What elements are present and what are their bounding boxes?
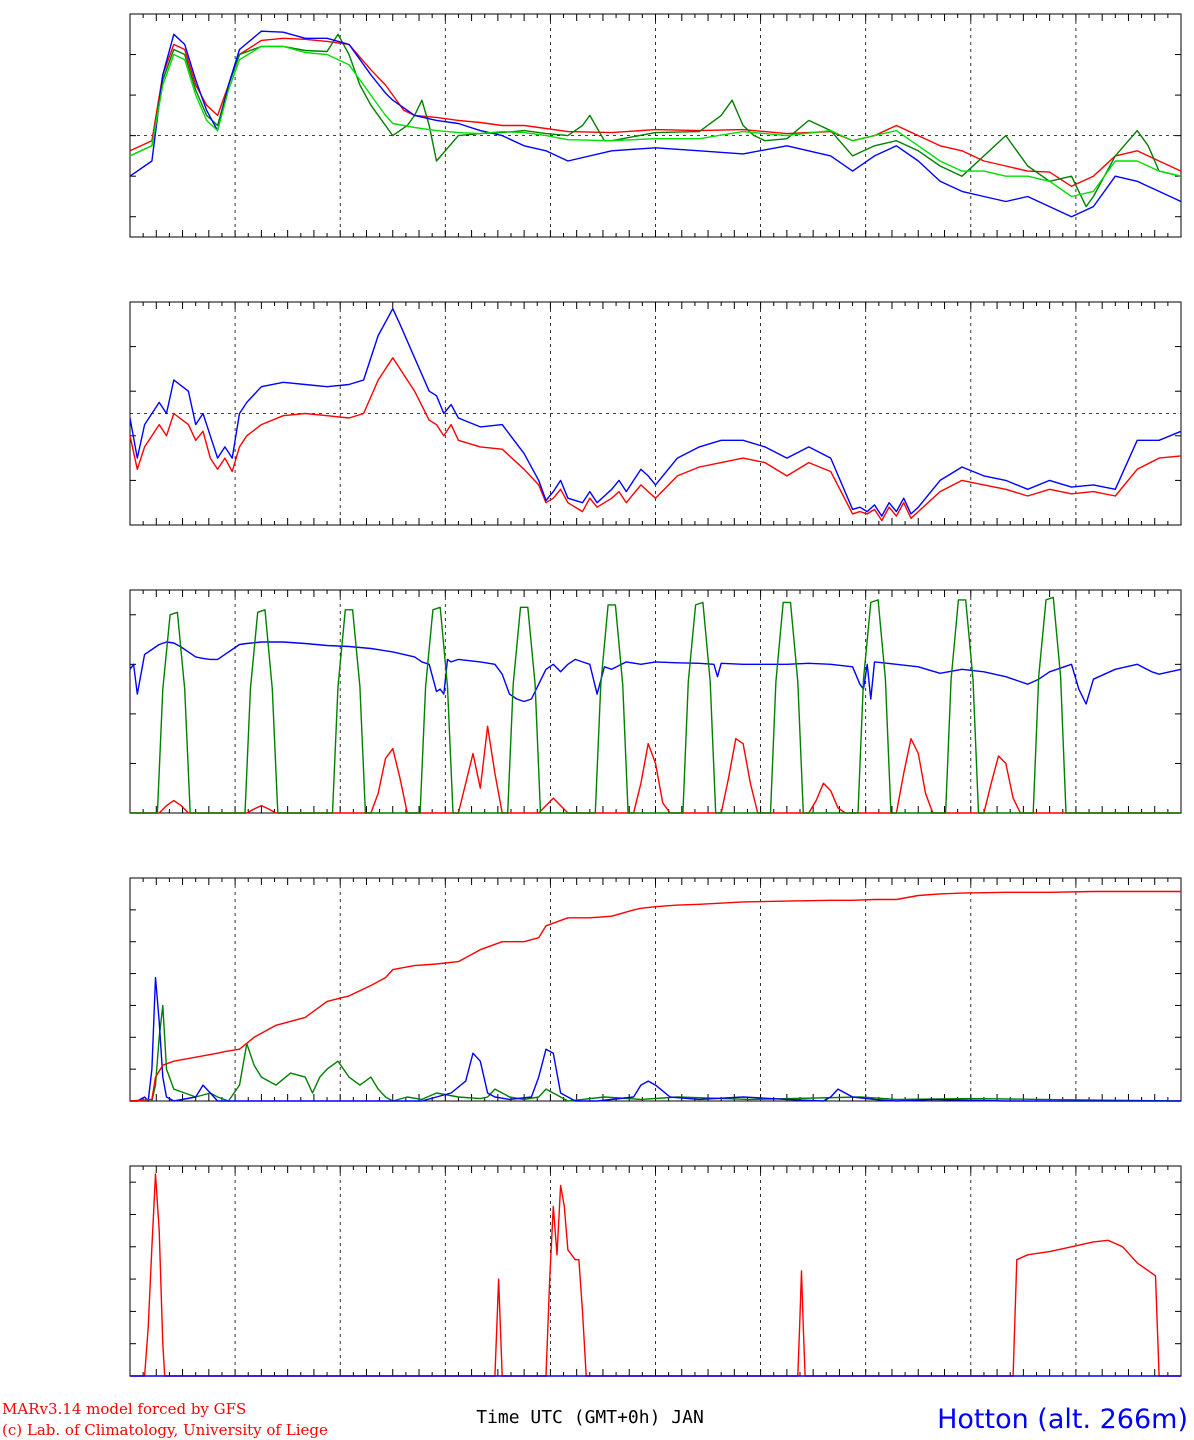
series-line-3	[129, 45, 1182, 198]
panel-energy	[129, 589, 1182, 814]
panel-temp	[129, 13, 1182, 238]
panel-snow	[129, 1165, 1182, 1377]
series-line-0	[129, 357, 1182, 522]
series-line-2	[129, 890, 1181, 1102]
series-line-2	[130, 596, 1181, 814]
x-axis-title: Time UTC (GMT+0h) JAN	[476, 1407, 704, 1428]
series-line-2	[129, 30, 1182, 218]
series-line-1	[130, 976, 1181, 1102]
series-line-1	[129, 308, 1182, 517]
footer-model-credit: MARv3.14 model forced by GFS	[2, 1400, 246, 1418]
station-name: Hotton (alt. 266m)	[937, 1404, 1188, 1435]
meteogram-panels	[129, 13, 1182, 1377]
panel-precip	[129, 877, 1182, 1102]
series-line-0	[130, 1173, 1181, 1377]
series-line-1	[129, 641, 1182, 705]
footer-lab-credit: (c) Lab. of Climatology, University of L…	[2, 1421, 328, 1439]
panel-wind	[129, 301, 1182, 526]
